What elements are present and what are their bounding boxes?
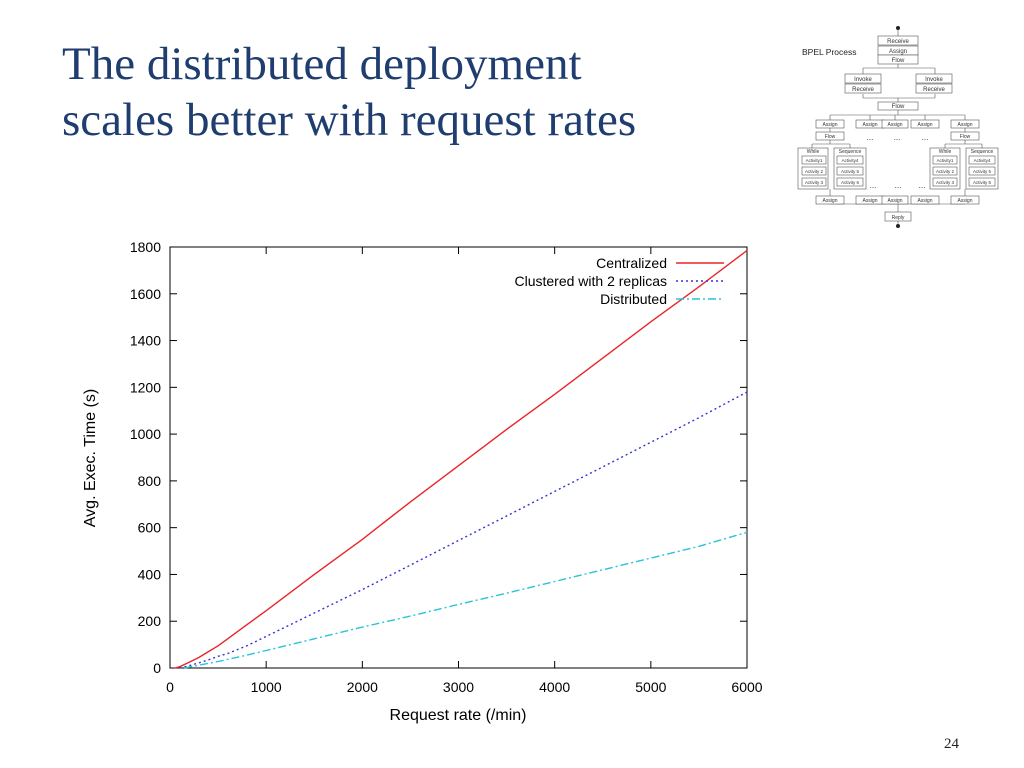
svg-text:...: ... [895, 181, 902, 190]
svg-text:Activity 2: Activity 2 [936, 169, 955, 174]
slide-title: The distributed deployment scales better… [62, 36, 792, 148]
x-tick-label: 6000 [731, 679, 762, 695]
legend-label: Distributed [600, 291, 667, 307]
svg-text:Activity 3: Activity 3 [936, 180, 955, 185]
svg-text:Activity1: Activity1 [806, 158, 823, 163]
svg-text:Activity 5: Activity 5 [841, 169, 860, 174]
title-line-1: The distributed deployment [62, 38, 582, 90]
svg-text:Assign: Assign [887, 122, 902, 128]
y-tick-label: 400 [138, 566, 162, 582]
y-tick-label: 1600 [130, 286, 161, 302]
page-number: 24 [944, 736, 959, 752]
y-tick-label: 1000 [130, 426, 161, 442]
svg-text:Reply: Reply [892, 215, 905, 221]
svg-text:Flow: Flow [825, 134, 836, 140]
y-tick-label: 1400 [130, 333, 161, 349]
series-line-clustered-with-2-replicas [179, 391, 748, 669]
plot-frame [169, 246, 748, 669]
svg-text:Invoke: Invoke [854, 77, 872, 83]
x-axis-label: Request rate (/min) [390, 707, 527, 724]
y-tick-label: 1800 [130, 239, 161, 255]
svg-text:Assign: Assign [889, 49, 907, 55]
x-tick-label: 1000 [251, 679, 282, 695]
svg-text:Assign: Assign [957, 198, 972, 204]
svg-text:Assign: Assign [917, 122, 932, 128]
svg-text:Invoke: Invoke [925, 77, 943, 83]
x-tick-label: 4000 [539, 679, 570, 695]
y-axis-label: Avg. Exec. Time (s) [82, 389, 99, 527]
svg-text:Activity4: Activity4 [974, 158, 991, 163]
svg-text:Receive: Receive [887, 39, 909, 45]
svg-text:Receive: Receive [852, 87, 874, 93]
svg-text:Flow: Flow [892, 58, 905, 64]
bpel-process-diagram: Receive Assign Flow Invoke Receive Invok… [797, 26, 999, 228]
svg-text:While: While [807, 149, 820, 155]
svg-text:While: While [939, 149, 952, 155]
svg-text:Activity 2: Activity 2 [805, 169, 824, 174]
svg-text:...: ... [867, 133, 874, 142]
svg-text:...: ... [870, 181, 877, 190]
svg-text:...: ... [922, 133, 929, 142]
title-line-2: scales better with request rates [62, 94, 637, 146]
bpel-process-label: BPEL Process [802, 47, 857, 57]
y-tick-label: 200 [138, 613, 162, 629]
svg-text:Assign: Assign [862, 122, 877, 128]
svg-text:Receive: Receive [923, 87, 945, 93]
svg-text:Activity4: Activity4 [842, 158, 859, 163]
x-tick-label: 2000 [347, 679, 378, 695]
svg-text:Sequence: Sequence [971, 149, 994, 155]
svg-text:Activity1: Activity1 [937, 158, 954, 163]
svg-text:Activity 6: Activity 6 [841, 180, 860, 185]
series-line-distributed [184, 531, 748, 669]
legend-label: Centralized [596, 255, 667, 271]
y-tick-label: 600 [138, 520, 162, 536]
svg-text:Assign: Assign [862, 198, 877, 204]
svg-text:Assign: Assign [957, 122, 972, 128]
svg-text:Flow: Flow [960, 134, 971, 140]
y-tick-label: 0 [153, 660, 161, 676]
svg-text:Assign: Assign [822, 122, 837, 128]
svg-text:Activity 5: Activity 5 [973, 169, 992, 174]
series-line-centralized [174, 249, 748, 669]
svg-text:Assign: Assign [822, 198, 837, 204]
x-tick-label: 0 [166, 679, 174, 695]
svg-text:Activity 6: Activity 6 [973, 180, 992, 185]
svg-text:...: ... [894, 133, 901, 142]
svg-text:...: ... [919, 181, 926, 190]
svg-text:Assign: Assign [887, 198, 902, 204]
x-tick-label: 3000 [443, 679, 474, 695]
svg-text:Activity 3: Activity 3 [805, 180, 824, 185]
legend-label: Clustered with 2 replicas [514, 273, 667, 289]
y-tick-label: 800 [138, 473, 162, 489]
svg-text:Sequence: Sequence [839, 149, 862, 155]
y-tick-label: 1200 [130, 379, 161, 395]
svg-text:Flow: Flow [892, 104, 905, 110]
svg-text:Assign: Assign [917, 198, 932, 204]
x-tick-label: 5000 [635, 679, 666, 695]
